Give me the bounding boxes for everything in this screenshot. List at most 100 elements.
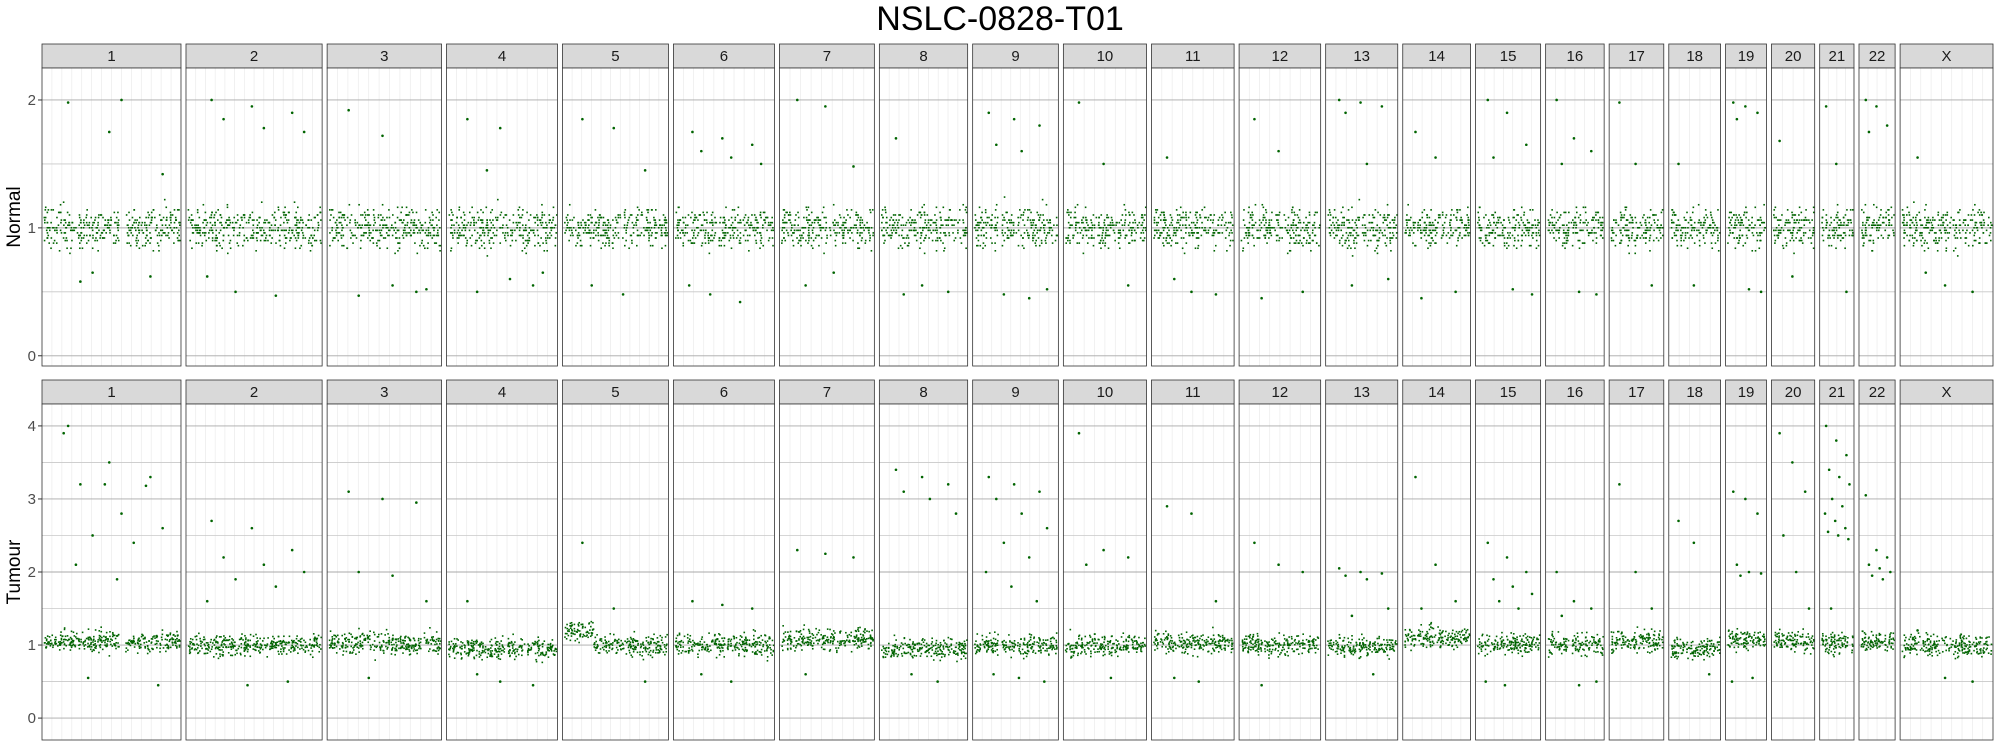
data-point <box>1386 224 1389 227</box>
data-point <box>853 224 856 227</box>
panel-border <box>1668 67 1722 367</box>
outlier-point <box>1634 162 1637 166</box>
data-point <box>450 247 453 250</box>
data-point <box>465 244 468 247</box>
data-point <box>1588 232 1591 234</box>
data-point <box>1098 216 1101 219</box>
data-point <box>1507 244 1510 247</box>
data-point <box>1268 224 1271 227</box>
data-point <box>682 216 684 219</box>
data-point <box>866 226 869 229</box>
data-point <box>1465 229 1468 232</box>
data-point <box>1429 232 1432 234</box>
data-point <box>794 224 796 227</box>
data-point <box>1022 219 1024 221</box>
data-point <box>650 234 653 237</box>
data-point <box>1846 219 1849 221</box>
data-point <box>678 206 680 209</box>
data-point <box>785 229 788 232</box>
data-point <box>1887 237 1889 239</box>
data-point <box>1301 226 1304 229</box>
data-point <box>1128 229 1131 232</box>
data-point <box>1044 239 1047 242</box>
data-point <box>305 224 308 227</box>
data-point <box>550 234 553 237</box>
data-point <box>883 242 885 244</box>
data-point <box>994 209 997 211</box>
data-point <box>1624 206 1627 209</box>
data-point <box>44 206 47 209</box>
data-point <box>1773 214 1775 216</box>
data-point <box>1303 229 1306 232</box>
data-point <box>264 221 267 224</box>
data-point <box>521 224 524 227</box>
data-point <box>1595 219 1597 221</box>
data-point <box>73 226 75 229</box>
data-point <box>1246 237 1249 239</box>
data-point <box>457 242 459 244</box>
data-point <box>940 224 943 227</box>
data-point <box>1188 232 1190 234</box>
data-point <box>387 229 390 232</box>
data-point <box>1258 237 1261 239</box>
panel-border <box>1151 67 1235 367</box>
data-point <box>823 216 826 219</box>
data-point <box>739 242 742 244</box>
points-chr13 <box>1327 98 1398 287</box>
data-point <box>46 237 49 239</box>
data-point <box>870 226 873 229</box>
data-point <box>129 244 132 247</box>
data-point <box>1257 229 1259 232</box>
data-point <box>1187 216 1190 219</box>
data-point <box>1093 237 1095 239</box>
data-point <box>129 229 132 232</box>
data-point <box>885 221 887 224</box>
data-point <box>1595 232 1597 234</box>
data-point <box>44 221 46 224</box>
data-point <box>1699 232 1702 234</box>
data-point <box>643 226 645 229</box>
data-point <box>706 211 708 214</box>
data-point <box>135 221 138 224</box>
outlier-point <box>485 169 489 172</box>
data-point <box>808 226 810 229</box>
data-point <box>826 234 828 237</box>
data-point <box>793 232 795 234</box>
data-point <box>1451 209 1453 211</box>
data-point <box>1067 221 1070 224</box>
data-point <box>1134 221 1137 224</box>
data-point <box>109 232 111 234</box>
facet-strip <box>446 43 558 69</box>
data-point <box>270 242 273 244</box>
data-point <box>1328 209 1331 211</box>
data-point <box>1162 242 1164 244</box>
data-point <box>1785 242 1788 244</box>
data-point <box>1429 229 1431 232</box>
data-point <box>701 224 704 227</box>
data-point <box>1631 232 1634 234</box>
data-point <box>1270 219 1273 221</box>
data-point <box>925 234 927 237</box>
data-point <box>1436 232 1438 234</box>
data-point <box>659 224 662 227</box>
data-point <box>1153 219 1156 221</box>
data-point <box>381 203 384 206</box>
data-point <box>338 221 341 224</box>
data-point <box>1811 234 1814 237</box>
data-point <box>734 219 736 221</box>
data-point <box>145 242 147 244</box>
data-point <box>1386 216 1389 219</box>
panel-border <box>562 67 669 367</box>
data-point <box>1700 224 1702 227</box>
data-point <box>1090 234 1093 237</box>
data-point <box>1091 229 1093 232</box>
data-point <box>914 234 917 237</box>
data-point <box>1779 229 1782 232</box>
data-point <box>769 224 771 227</box>
data-point <box>50 247 52 250</box>
data-point <box>300 229 303 232</box>
data-point <box>1103 224 1106 227</box>
data-point <box>1106 234 1109 237</box>
data-point <box>1756 239 1759 242</box>
data-point <box>935 239 937 242</box>
